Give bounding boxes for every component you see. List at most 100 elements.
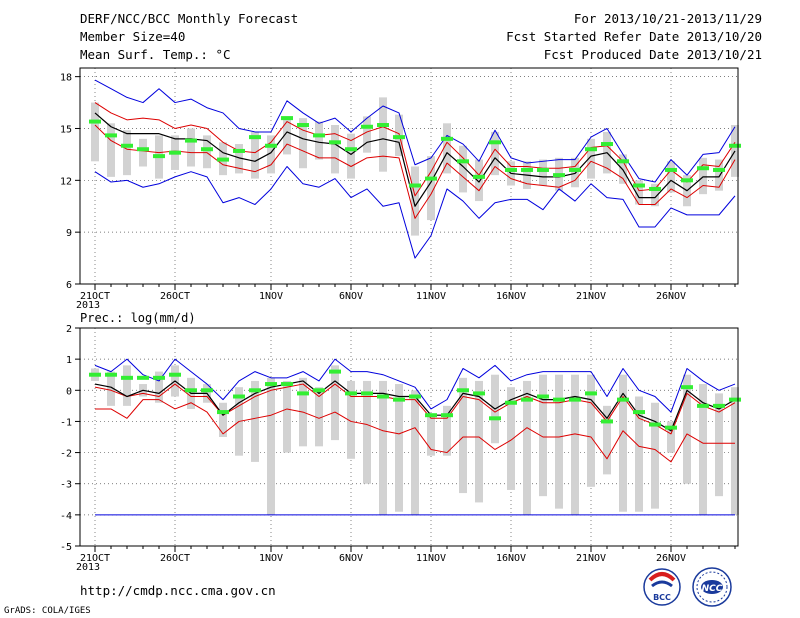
- plot-frame: [79, 327, 739, 547]
- ensemble-range-bar: [619, 374, 627, 512]
- observation-marker: [217, 157, 229, 162]
- ensemble-range-bar: [667, 161, 675, 193]
- chart-title: DERF/NCC/BCC Monthly Forecast: [80, 11, 298, 26]
- ensemble-range-bar: [491, 131, 499, 176]
- observation-marker: [617, 159, 629, 164]
- observation-marker: [281, 116, 293, 121]
- observation-marker: [105, 372, 117, 377]
- observation-marker: [121, 143, 133, 148]
- y-tick-label: -5: [60, 542, 72, 553]
- y-tick-label: 9: [66, 228, 72, 239]
- ensemble-range-bar: [475, 380, 483, 503]
- observation-marker: [473, 174, 485, 179]
- ensemble-range-bar: [699, 157, 707, 195]
- observation-marker: [121, 375, 133, 380]
- observation-marker: [425, 413, 437, 418]
- observation-marker: [665, 167, 677, 172]
- observation-marker: [361, 124, 373, 129]
- fcst-started-label: Fcst Started Refer Date 2013/10/20: [506, 29, 762, 44]
- series-line-lower: [95, 399, 735, 463]
- ensemble-range-bar: [411, 166, 419, 236]
- x-tick-label: 26NOV: [656, 553, 686, 564]
- observation-marker: [393, 397, 405, 402]
- observation-marker: [153, 375, 165, 380]
- observation-marker: [649, 186, 661, 191]
- observation-marker: [329, 369, 341, 374]
- observation-marker: [713, 167, 725, 172]
- x-tick-label: 16NOV: [496, 553, 526, 564]
- ensemble-range-bar: [107, 123, 115, 177]
- observation-marker: [313, 133, 325, 138]
- observation-marker: [345, 391, 357, 396]
- observation-marker: [681, 385, 693, 390]
- observation-marker: [249, 135, 261, 140]
- year-label: 2013: [76, 562, 100, 573]
- x-tick-label: 1NOV: [259, 553, 283, 564]
- ensemble-range-bar: [251, 131, 259, 179]
- observation-marker: [153, 154, 165, 159]
- ensemble-range-bar: [683, 374, 691, 484]
- ensemble-range-bar: [443, 405, 451, 456]
- observation-marker: [553, 397, 565, 402]
- y-tick-label: 15: [60, 124, 72, 135]
- ensemble-range-bar: [587, 138, 595, 179]
- ensemble-range-bar: [587, 374, 595, 487]
- ensemble-range-bar: [699, 384, 707, 515]
- observation-marker: [185, 138, 197, 143]
- observation-marker: [489, 140, 501, 145]
- observation-marker: [569, 167, 581, 172]
- observation-marker: [521, 397, 533, 402]
- ensemble-range-bar: [459, 377, 467, 494]
- y-tick-label: -2: [60, 449, 72, 460]
- observation-marker: [297, 391, 309, 396]
- observation-marker: [697, 166, 709, 171]
- variable-label: Mean Surf. Temp.: °C: [80, 47, 231, 62]
- precip-axis-title: Prec.: log(mm/d): [80, 311, 196, 325]
- observation-marker: [185, 388, 197, 393]
- observation-marker: [313, 388, 325, 393]
- observation-marker: [505, 167, 517, 172]
- ncc-logo-text: NCC: [702, 584, 723, 594]
- x-tick-label: 1NOV: [259, 291, 283, 302]
- observation-marker: [137, 375, 149, 380]
- observation-marker: [681, 178, 693, 183]
- observation-marker: [89, 119, 101, 124]
- precipitation-panel: Prec.: log(mm/d) -5 -4 -3 -2 -1 0 1 2 21OCT 26OCT…: [60, 311, 741, 573]
- series-line-mean: [94, 112, 736, 207]
- series-line-max: [94, 358, 736, 413]
- observation-marker: [585, 391, 597, 396]
- footer-url[interactable]: http://cmdp.ncc.cma.gov.cn: [80, 583, 276, 598]
- observation-marker: [713, 403, 725, 408]
- y-tick-label: -3: [60, 480, 72, 491]
- x-tick-label: 21OCT: [80, 291, 110, 302]
- observation-marker: [441, 413, 453, 418]
- ensemble-range-bar: [299, 118, 307, 169]
- observation-marker: [377, 123, 389, 128]
- ensemble-range-bar: [715, 393, 723, 497]
- observation-marker: [169, 150, 181, 155]
- ensemble-range-bar: [651, 402, 659, 509]
- observation-marker: [265, 143, 277, 148]
- ensemble-range-bar: [427, 415, 435, 456]
- y-tick-label: 6: [66, 280, 72, 291]
- ensemble-range-bar: [267, 135, 275, 174]
- observation-marker: [409, 183, 421, 188]
- x-tick-label: 6NOV: [339, 553, 363, 564]
- observation-marker: [329, 140, 341, 145]
- ensemble-range-bar: [411, 390, 419, 515]
- bcc-logo-text: BCC: [653, 593, 671, 602]
- observation-marker: [489, 416, 501, 421]
- ensemble-range-bar: [475, 159, 483, 202]
- y-tick-label: 1: [66, 355, 72, 366]
- x-tick-label: 21NOV: [576, 553, 606, 564]
- plot-frame: [79, 67, 739, 285]
- observation-marker: [249, 388, 261, 393]
- observation-marker: [233, 148, 245, 153]
- x-tick-label: 21NOV: [576, 291, 606, 302]
- ensemble-range-bar: [219, 402, 227, 437]
- observation-marker: [409, 394, 421, 399]
- observation-marker: [233, 394, 245, 399]
- x-tick-label: 26NOV: [656, 291, 686, 302]
- ensemble-range-bar: [123, 365, 131, 406]
